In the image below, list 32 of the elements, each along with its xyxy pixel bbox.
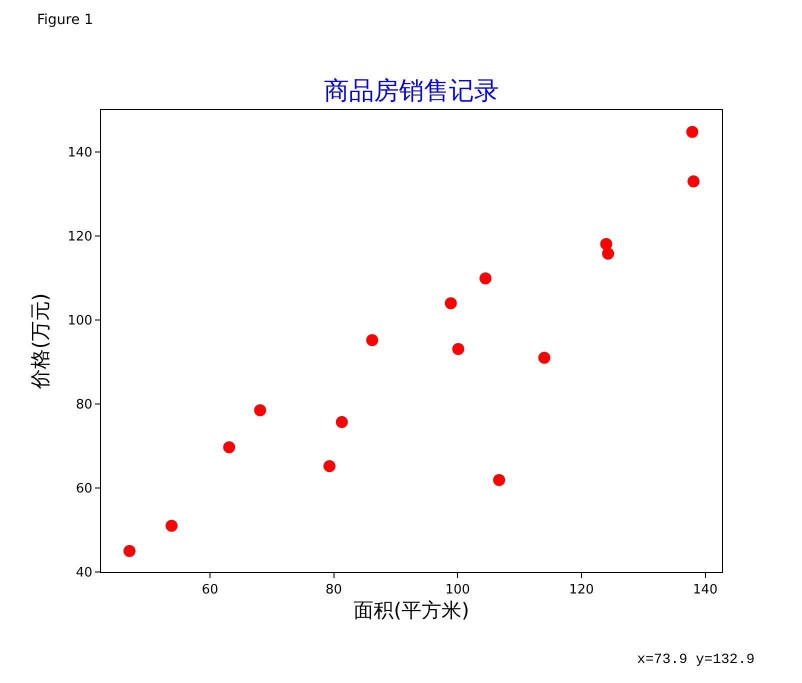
- x-tick-label: 120: [569, 582, 594, 598]
- text: x=73.9 y=132.9: [637, 652, 755, 668]
- caption: Figure 1: [37, 12, 94, 28]
- y-tick-label: 40: [76, 566, 92, 581]
- point: [336, 416, 348, 428]
- y-tick-label: 60: [76, 482, 92, 497]
- y-axis-title: 价格(万元): [28, 293, 52, 390]
- y-tick-label: 80: [76, 398, 92, 413]
- point: [452, 342, 464, 355]
- point: [600, 238, 612, 250]
- point: [538, 352, 550, 364]
- point: [602, 248, 614, 260]
- point: [479, 272, 492, 284]
- point: [323, 460, 336, 472]
- point: [493, 474, 506, 486]
- point: [123, 545, 136, 557]
- point: [686, 126, 698, 138]
- point: [254, 404, 266, 416]
- x-tick-label: 80: [326, 582, 342, 598]
- chart-title: 商品房销售记录: [324, 76, 499, 105]
- y-tick-label: 120: [68, 230, 92, 245]
- point: [688, 175, 700, 188]
- point: [223, 441, 236, 454]
- y-tick-label: 100: [68, 314, 92, 329]
- x-tick-label: 60: [202, 582, 218, 598]
- x-tick-label: 140: [692, 582, 718, 598]
- x-tick-label: 100: [445, 582, 470, 598]
- y-tick-label: 140: [68, 146, 92, 161]
- point: [444, 297, 457, 310]
- point: [366, 334, 378, 346]
- x-axis-title: 面积(平方米): [354, 598, 470, 622]
- point: [166, 520, 178, 532]
